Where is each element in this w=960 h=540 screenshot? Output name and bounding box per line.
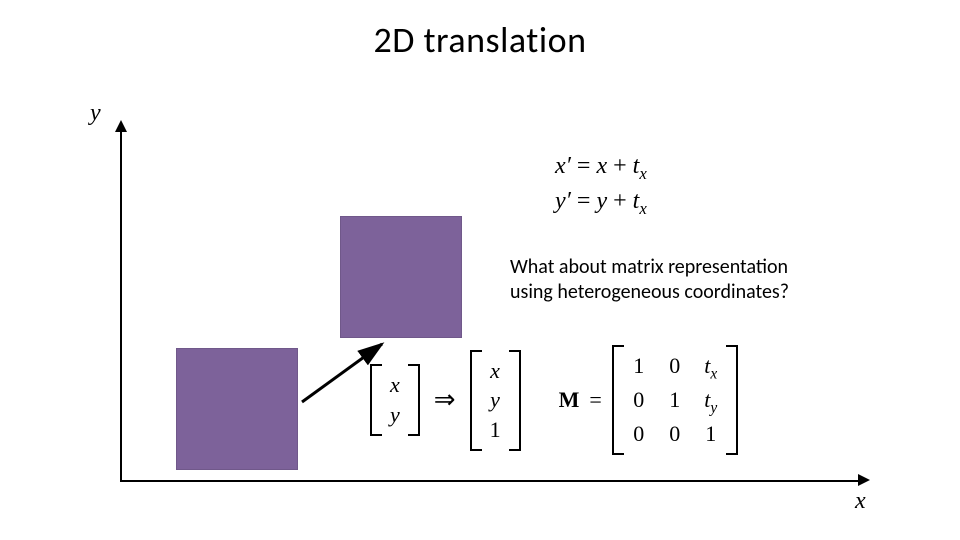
y-axis-line xyxy=(120,130,122,480)
x-axis-label: x xyxy=(855,488,866,515)
equation-y: y′ = y + tx xyxy=(555,185,647,220)
question-line2: using heterogeneous coordinates? xyxy=(510,280,789,305)
implies-arrow-icon: ⇒ xyxy=(434,385,456,415)
matrix-M-label: M xyxy=(559,387,580,413)
page-title: 2D translation xyxy=(0,18,960,62)
translation-equations: x′ = x + tx y′ = y + tx xyxy=(555,150,647,221)
vector-2d: x y xyxy=(370,364,420,435)
homogeneous-equation: x y ⇒ x y 1 M = 10tx01ty001 xyxy=(370,345,738,455)
x-axis-line xyxy=(120,480,860,482)
y-axis-arrowhead-icon xyxy=(115,120,127,132)
y-axis-label: y xyxy=(90,100,101,127)
equals-sign: = xyxy=(589,387,601,413)
equation-x: x′ = x + tx xyxy=(555,150,647,185)
square-original xyxy=(176,348,298,470)
slide-root: 2D translation y x x′ = x + tx xyxy=(0,0,960,540)
square-translated xyxy=(340,216,462,338)
x-axis-arrowhead-icon xyxy=(858,474,870,486)
matrix-M: 10tx01ty001 xyxy=(612,345,738,455)
translation-arrow-icon xyxy=(120,130,121,131)
vector-3d: x y 1 xyxy=(470,350,521,451)
question-line1: What about matrix representation xyxy=(510,255,789,280)
question-text: What about matrix representation using h… xyxy=(510,255,789,305)
